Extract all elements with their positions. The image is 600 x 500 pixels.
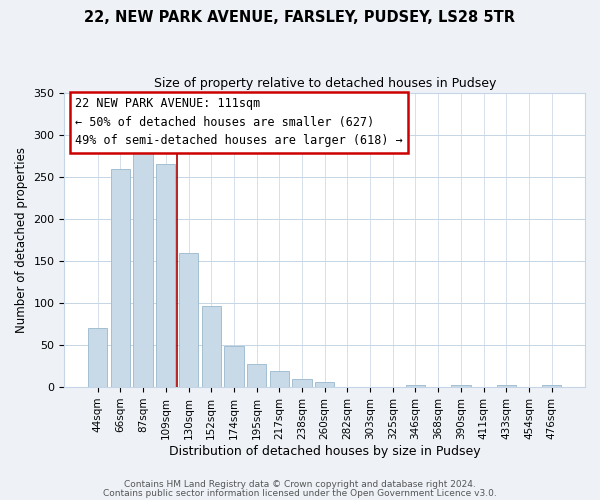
- Bar: [247, 364, 266, 387]
- Bar: [111, 168, 130, 387]
- Bar: [156, 164, 175, 387]
- Bar: [224, 346, 244, 387]
- Bar: [542, 386, 562, 387]
- Bar: [497, 386, 516, 387]
- Text: Contains HM Land Registry data © Crown copyright and database right 2024.: Contains HM Land Registry data © Crown c…: [124, 480, 476, 489]
- Y-axis label: Number of detached properties: Number of detached properties: [15, 147, 28, 333]
- Bar: [406, 384, 425, 387]
- Bar: [269, 371, 289, 387]
- Text: 22, NEW PARK AVENUE, FARSLEY, PUDSEY, LS28 5TR: 22, NEW PARK AVENUE, FARSLEY, PUDSEY, LS…: [85, 10, 515, 25]
- Bar: [315, 382, 334, 387]
- Bar: [88, 328, 107, 387]
- Bar: [202, 306, 221, 387]
- Title: Size of property relative to detached houses in Pudsey: Size of property relative to detached ho…: [154, 78, 496, 90]
- X-axis label: Distribution of detached houses by size in Pudsey: Distribution of detached houses by size …: [169, 444, 481, 458]
- Bar: [451, 386, 470, 387]
- Bar: [179, 252, 198, 387]
- Bar: [133, 141, 153, 387]
- Text: Contains public sector information licensed under the Open Government Licence v3: Contains public sector information licen…: [103, 488, 497, 498]
- Text: 22 NEW PARK AVENUE: 111sqm
← 50% of detached houses are smaller (627)
49% of sem: 22 NEW PARK AVENUE: 111sqm ← 50% of deta…: [75, 98, 403, 148]
- Bar: [292, 378, 311, 387]
